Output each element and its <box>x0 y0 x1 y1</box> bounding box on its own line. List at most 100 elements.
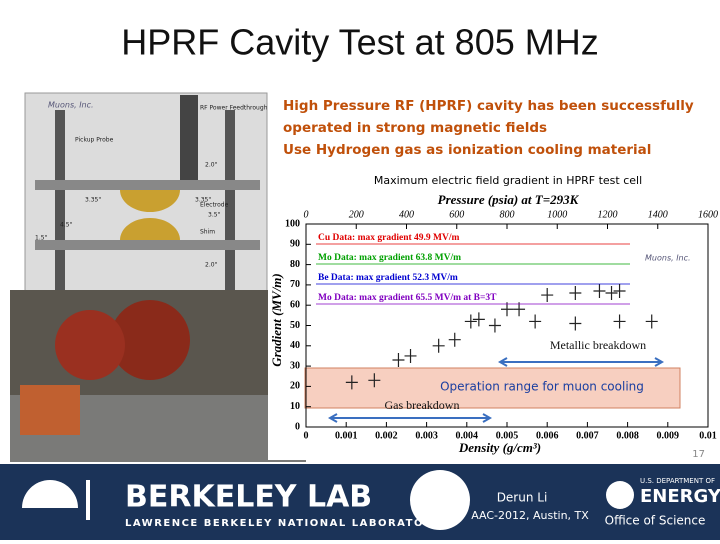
slide-title: HPRF Cavity Test at 805 MHz <box>121 22 598 63</box>
data-point <box>569 316 582 331</box>
data-point <box>404 348 417 363</box>
data-point <box>488 318 501 333</box>
data-point <box>541 288 554 303</box>
x-tick-label: 0 <box>304 430 309 441</box>
x-axis-title: Density (g/cm³) <box>458 440 541 455</box>
diagram-label: 4.5" <box>60 222 73 229</box>
data-point <box>513 302 526 317</box>
x2-tick-label: 0 <box>304 209 309 220</box>
legend-label: Cu Data: max gradient 49.9 MV/m <box>318 233 460 243</box>
x-tick-label: 0.009 <box>657 430 680 441</box>
x2-tick-label: 1200 <box>598 209 618 220</box>
data-point <box>645 314 658 329</box>
logo-text: Muons, Inc. <box>48 101 94 110</box>
data-point <box>345 375 358 390</box>
office-label: Office of Science <box>605 514 706 528</box>
footer-bar <box>0 464 720 540</box>
x2-tick-label: 200 <box>349 209 364 220</box>
x2-tick-label: 400 <box>399 209 414 220</box>
y-tick-label: 30 <box>290 360 300 371</box>
diagram-electrode <box>120 190 180 212</box>
data-point <box>593 283 606 298</box>
diagram-label: 2.0" <box>205 262 218 269</box>
bullet-text: High Pressure RF (HPRF) cavity has been … <box>283 98 694 114</box>
y-tick-label: 20 <box>290 381 300 392</box>
data-point <box>529 314 542 329</box>
annotation: Metallic breakdown <box>550 338 646 352</box>
doe-label: U.S. DEPARTMENT OF <box>640 477 715 485</box>
y-tick-label: 60 <box>290 299 300 310</box>
y-tick-label: 10 <box>290 401 300 412</box>
x2-tick-label: 800 <box>500 209 515 220</box>
diagram-plate <box>35 240 260 250</box>
figure-caption: Maximum electric field gradient in HPRF … <box>374 174 642 187</box>
x-tick-label: 0.004 <box>456 430 479 441</box>
legend-label: Mo Data: max gradient 65.5 MV/m at B=3T <box>318 293 497 303</box>
y-tick-label: 100 <box>285 218 300 229</box>
data-point <box>464 314 477 329</box>
legend-label: Be Data: max gradient 52.3 MV/m <box>318 273 458 283</box>
data-point <box>432 338 445 353</box>
diagram-rod <box>55 110 65 290</box>
y-tick-label: 0 <box>295 421 300 432</box>
data-point <box>448 332 461 347</box>
lab-logo-line <box>86 480 90 520</box>
diagram-rod <box>225 110 235 290</box>
x-tick-label: 0.002 <box>375 430 398 441</box>
x-tick-label: 0.01 <box>699 430 717 441</box>
diagram-label: Pickup Probe <box>75 137 114 144</box>
data-point <box>613 283 626 298</box>
x2-axis-title: Pressure (psia) at T=293K <box>438 192 580 207</box>
energy-label: ENERGY <box>640 486 720 507</box>
operation-range <box>304 367 681 409</box>
lab-subtitle: LAWRENCE BERKELEY NATIONAL LABORATORY <box>125 518 441 529</box>
y-tick-label: 40 <box>290 340 300 351</box>
bullet-text: Use Hydrogen gas as ionization cooling m… <box>283 142 651 158</box>
data-point <box>613 314 626 329</box>
y-axis-title: Gradient (MV/m) <box>269 273 284 367</box>
diagram-plate <box>35 180 260 190</box>
x2-tick-label: 600 <box>449 209 464 220</box>
photo-magnet <box>110 300 190 380</box>
photo-rack <box>20 385 80 435</box>
bullet-text: operated in strong magnetic fields <box>283 120 547 136</box>
conference: AAC-2012, Austin, TX <box>471 509 589 522</box>
x2-tick-label: 1600 <box>698 209 718 220</box>
x-tick-label: 0.008 <box>616 430 639 441</box>
y-tick-label: 70 <box>290 279 300 290</box>
x2-tick-label: 1400 <box>648 209 668 220</box>
annotation: Gas breakdown <box>385 398 460 412</box>
page-number: 17 <box>692 449 705 460</box>
diagram-label: 1.5" <box>35 235 48 242</box>
data-point <box>605 286 618 301</box>
x-tick-label: 0.003 <box>415 430 438 441</box>
y-tick-label: 50 <box>290 320 300 331</box>
diagram-label: RF Power Feedthrough <box>200 105 268 112</box>
diagram-label: 3.35" <box>195 197 211 204</box>
lab-name: BERKELEY LAB <box>125 480 372 515</box>
diagram-label: 3.5" <box>208 212 221 219</box>
x-tick-label: 0.007 <box>576 430 599 441</box>
diagram-label: 3.35" <box>85 197 101 204</box>
data-point <box>368 373 381 388</box>
logo-text: Muons, Inc. <box>645 254 691 263</box>
diagram-label: Shim <box>200 229 215 236</box>
x2-tick-label: 1000 <box>547 209 567 220</box>
diagram-label: 2.0" <box>205 162 218 169</box>
data-point <box>472 312 485 327</box>
y-tick-label: 90 <box>290 239 300 250</box>
author: Derun Li <box>497 491 548 505</box>
legend-label: Mo Data: max gradient 63.8 MV/m <box>318 253 461 263</box>
y-tick-label: 80 <box>290 259 300 270</box>
doe-seal <box>606 481 634 509</box>
annotation-arrow <box>327 413 493 423</box>
annotation: Operation range for muon cooling <box>440 380 644 394</box>
diagram-electrode <box>120 218 180 240</box>
data-point <box>501 302 513 317</box>
annotation-arrow <box>497 357 665 367</box>
x-tick-label: 0.001 <box>335 430 358 441</box>
program-logo <box>410 470 470 530</box>
lab-logo <box>22 480 78 508</box>
